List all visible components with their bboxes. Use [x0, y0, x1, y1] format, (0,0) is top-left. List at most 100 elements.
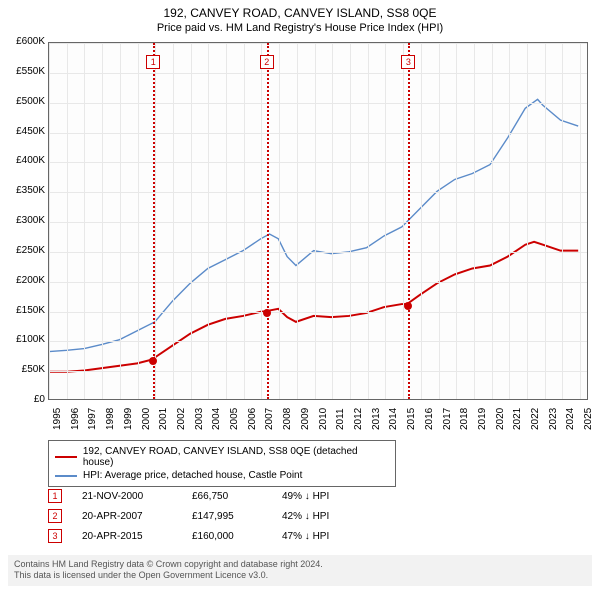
marker-dot: [404, 302, 412, 310]
gridline-v: [474, 43, 475, 399]
gridline-h: [49, 162, 587, 163]
chart-svg: [49, 43, 587, 399]
y-axis-label: £350K: [16, 185, 45, 196]
y-axis-label: £550K: [16, 66, 45, 77]
event-delta: 49% ↓ HPI: [282, 491, 329, 502]
x-axis-label: 2014: [388, 408, 399, 430]
events-table: 1 21-NOV-2000 £66,750 49% ↓ HPI 2 20-APR…: [48, 486, 329, 546]
x-axis-label: 2002: [176, 408, 187, 430]
x-axis-label: 2025: [583, 408, 594, 430]
gridline-v: [315, 43, 316, 399]
gridline-v: [509, 43, 510, 399]
gridline-v: [102, 43, 103, 399]
legend: 192, CANVEY ROAD, CANVEY ISLAND, SS8 0QE…: [48, 440, 396, 487]
gridline-v: [279, 43, 280, 399]
gridline-v: [492, 43, 493, 399]
y-axis-label: £250K: [16, 245, 45, 256]
gridline-v: [120, 43, 121, 399]
x-axis-label: 2004: [211, 408, 222, 430]
gridline-v: [173, 43, 174, 399]
x-axis-label: 2011: [335, 408, 346, 430]
x-axis-label: 2023: [548, 408, 559, 430]
gridline-v: [527, 43, 528, 399]
event-delta: 42% ↓ HPI: [282, 511, 329, 522]
chart-subtitle: Price paid vs. HM Land Registry's House …: [0, 20, 600, 38]
y-axis-label: £150K: [16, 305, 45, 316]
gridline-h: [49, 282, 587, 283]
x-axis-label: 1998: [105, 408, 116, 430]
x-axis-label: 2017: [442, 408, 453, 430]
x-axis-label: 1996: [70, 408, 81, 430]
gridline-v: [385, 43, 386, 399]
event-row: 2 20-APR-2007 £147,995 42% ↓ HPI: [48, 506, 329, 526]
gridline-h: [49, 73, 587, 74]
y-axis-label: £300K: [16, 215, 45, 226]
x-axis-label: 1999: [123, 408, 134, 430]
event-date: 21-NOV-2000: [82, 491, 172, 502]
event-badge: 3: [48, 529, 62, 543]
legend-label: HPI: Average price, detached house, Cast…: [83, 470, 302, 481]
gridline-h: [49, 312, 587, 313]
marker-badge: 3: [401, 55, 415, 69]
event-date: 20-APR-2007: [82, 511, 172, 522]
x-axis-label: 2008: [282, 408, 293, 430]
gridline-v: [562, 43, 563, 399]
x-axis-label: 2015: [406, 408, 417, 430]
x-axis-label: 2000: [141, 408, 152, 430]
x-axis-label: 2019: [477, 408, 488, 430]
x-axis-label: 1995: [52, 408, 63, 430]
gridline-h: [49, 103, 587, 104]
marker-dot: [149, 357, 157, 365]
chart-title: 192, CANVEY ROAD, CANVEY ISLAND, SS8 0QE: [0, 0, 600, 20]
gridline-h: [49, 133, 587, 134]
y-axis-label: £100K: [16, 334, 45, 345]
x-axis-label: 2001: [158, 408, 169, 430]
y-axis-label: £200K: [16, 275, 45, 286]
gridline-v: [580, 43, 581, 399]
gridline-v: [456, 43, 457, 399]
gridline-v: [403, 43, 404, 399]
x-axis-label: 2013: [371, 408, 382, 430]
gridline-v: [155, 43, 156, 399]
x-axis-label: 2020: [495, 408, 506, 430]
x-axis-label: 2012: [353, 408, 364, 430]
gridline-h: [49, 43, 587, 44]
event-row: 3 20-APR-2015 £160,000 47% ↓ HPI: [48, 526, 329, 546]
plot-area: 123: [48, 42, 588, 400]
marker-dot: [263, 309, 271, 317]
gridline-h: [49, 341, 587, 342]
y-axis-label: £0: [34, 394, 45, 405]
gridline-v: [297, 43, 298, 399]
legend-item-hpi: HPI: Average price, detached house, Cast…: [55, 469, 389, 482]
x-axis-label: 1997: [87, 408, 98, 430]
event-badge: 2: [48, 509, 62, 523]
gridline-v: [67, 43, 68, 399]
gridline-v: [208, 43, 209, 399]
event-price: £160,000: [192, 531, 262, 542]
gridline-v: [421, 43, 422, 399]
license-footer: Contains HM Land Registry data © Crown c…: [8, 555, 592, 586]
footer-line: This data is licensed under the Open Gov…: [14, 570, 586, 582]
chart-container: 192, CANVEY ROAD, CANVEY ISLAND, SS8 0QE…: [0, 0, 600, 590]
gridline-h: [49, 252, 587, 253]
gridline-h: [49, 371, 587, 372]
gridline-v: [332, 43, 333, 399]
y-axis-label: £400K: [16, 155, 45, 166]
x-axis-label: 2007: [264, 408, 275, 430]
marker-line: [267, 43, 269, 399]
legend-item-property: 192, CANVEY ROAD, CANVEY ISLAND, SS8 0QE…: [55, 445, 389, 469]
legend-label: 192, CANVEY ROAD, CANVEY ISLAND, SS8 0QE…: [83, 446, 389, 468]
footer-line: Contains HM Land Registry data © Crown c…: [14, 559, 586, 571]
x-axis-label: 2016: [424, 408, 435, 430]
x-axis-label: 2010: [318, 408, 329, 430]
marker-line: [153, 43, 155, 399]
legend-swatch: [55, 456, 77, 458]
x-axis-label: 2009: [300, 408, 311, 430]
event-row: 1 21-NOV-2000 £66,750 49% ↓ HPI: [48, 486, 329, 506]
x-axis-label: 2018: [459, 408, 470, 430]
event-price: £66,750: [192, 491, 262, 502]
marker-badge: 1: [146, 55, 160, 69]
event-date: 20-APR-2015: [82, 531, 172, 542]
gridline-v: [226, 43, 227, 399]
y-axis-label: £50K: [22, 364, 45, 375]
